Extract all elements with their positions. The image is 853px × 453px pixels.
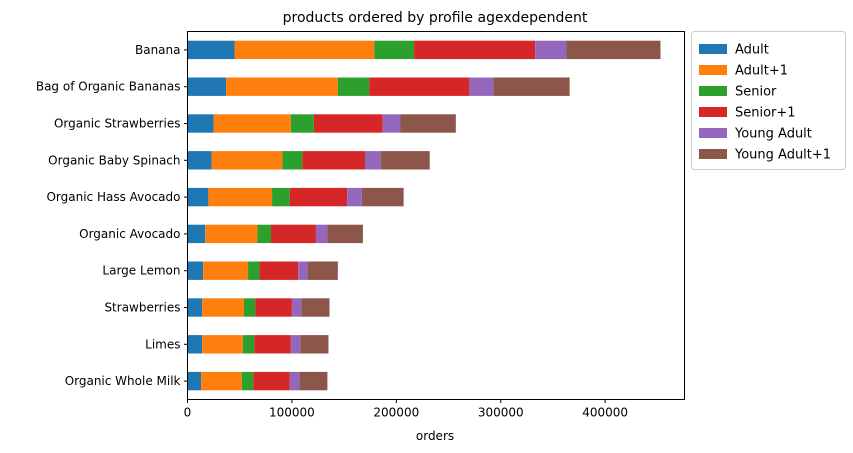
bar-segment-8-6 xyxy=(301,298,330,317)
bar-segment-3-1 xyxy=(187,114,214,133)
bar-segment-10-3 xyxy=(241,371,254,391)
x-tick-label: 0 xyxy=(184,406,192,420)
y-tick-label: Organic Avocado xyxy=(79,227,180,241)
legend-swatch xyxy=(699,86,727,96)
legend-label: Young Adult xyxy=(734,127,812,142)
bar-segment-6-6 xyxy=(327,224,363,244)
x-tick-label: 100000 xyxy=(269,406,315,420)
bar-segment-5-2 xyxy=(208,187,273,207)
bar-segment-3-3 xyxy=(290,114,314,133)
bar-segment-8-1 xyxy=(187,298,203,317)
bar-segment-1-6 xyxy=(566,40,661,60)
bar-segment-9-4 xyxy=(254,335,291,354)
x-tick-label: 200000 xyxy=(373,406,419,420)
bar-segment-8-5 xyxy=(291,298,302,317)
bar-segment-6-4 xyxy=(271,224,316,244)
legend: Adult Adult+1 Senior Senior+1 Young Adult You… xyxy=(691,31,846,170)
bar-segment-2-4 xyxy=(369,77,470,96)
bar-segment-8-3 xyxy=(243,298,256,317)
bar-segment-3-6 xyxy=(400,114,456,133)
legend-label: Adult+1 xyxy=(735,64,788,79)
bar-segment-4-3 xyxy=(282,151,303,170)
bar-segment-7-2 xyxy=(203,261,249,280)
legend-label: Young Adult+1 xyxy=(734,148,831,163)
bar-segment-9-5 xyxy=(290,335,301,354)
x-axis-label: orders xyxy=(416,429,454,443)
legend-label: Adult xyxy=(735,43,769,58)
bar-segment-10-1 xyxy=(187,371,202,391)
legend-swatch xyxy=(699,149,727,159)
legend-label: Senior+1 xyxy=(735,106,796,121)
bar-segment-5-6 xyxy=(361,187,404,207)
x-tick-label: 300000 xyxy=(478,406,524,420)
bar-segment-10-6 xyxy=(299,371,328,391)
bar-segment-2-3 xyxy=(337,77,370,96)
bar-segment-9-2 xyxy=(202,335,243,354)
bar-segment-10-2 xyxy=(201,371,242,391)
bar-segment-9-6 xyxy=(300,335,329,354)
legend-swatch xyxy=(699,128,727,138)
y-tick-label: Bag of Organic Bananas xyxy=(36,80,181,94)
bar-segment-7-5 xyxy=(298,261,308,280)
legend-box xyxy=(691,31,846,170)
bar-segment-8-2 xyxy=(202,298,244,317)
bar-segment-1-1 xyxy=(187,40,235,60)
y-tick-label: Strawberries xyxy=(104,301,180,315)
bar-segment-3-2 xyxy=(213,114,291,133)
bars-group xyxy=(187,40,661,391)
bar-segment-2-2 xyxy=(226,77,338,96)
bar-segment-9-3 xyxy=(242,335,255,354)
legend-label: Senior xyxy=(735,85,777,100)
bar-segment-3-5 xyxy=(382,114,401,133)
y-tick-label: Organic Baby Spinach xyxy=(48,153,180,167)
y-tick-label: Organic Strawberries xyxy=(54,117,181,131)
chart-title: products ordered by profile agexdependen… xyxy=(283,10,588,26)
bar-segment-5-4 xyxy=(289,187,348,207)
bar-segment-4-4 xyxy=(302,151,365,170)
y-tick-label: Organic Hass Avocado xyxy=(46,190,180,204)
y-tick-label: Banana xyxy=(135,43,181,57)
bar-segment-5-5 xyxy=(347,187,362,207)
bar-segment-3-4 xyxy=(313,114,383,133)
bar-segment-5-1 xyxy=(187,187,209,207)
bar-segment-7-3 xyxy=(248,261,260,280)
bar-segment-6-1 xyxy=(187,224,206,244)
bar-segment-1-5 xyxy=(535,40,567,60)
bar-segment-8-4 xyxy=(255,298,292,317)
bar-segment-6-2 xyxy=(205,224,258,244)
bar-segment-2-5 xyxy=(469,77,494,96)
bar-segment-4-5 xyxy=(365,151,381,170)
legend-swatch xyxy=(699,65,727,75)
legend-swatch xyxy=(699,107,727,117)
bar-segment-2-1 xyxy=(187,77,227,96)
bar-segment-1-2 xyxy=(234,40,375,60)
bar-segment-4-6 xyxy=(380,151,430,170)
bar-segment-4-2 xyxy=(211,151,283,170)
x-axis: 0 100000 200000 300000 400000 xyxy=(184,399,628,420)
bar-segment-4-1 xyxy=(187,151,212,170)
y-axis: Banana Bag of Organic Bananas Organic Stra… xyxy=(36,43,188,388)
y-tick-label: Organic Whole Milk xyxy=(65,374,181,388)
bar-segment-10-4 xyxy=(253,371,290,391)
legend-swatch xyxy=(699,44,727,54)
bar-segment-6-3 xyxy=(257,224,272,244)
bar-segment-10-5 xyxy=(289,371,300,391)
bar-segment-7-6 xyxy=(307,261,338,280)
bar-segment-9-1 xyxy=(187,335,203,354)
bar-segment-1-4 xyxy=(414,40,536,60)
bar-segment-2-6 xyxy=(493,77,570,96)
bar-segment-5-3 xyxy=(272,187,290,207)
bar-segment-6-5 xyxy=(315,224,328,244)
y-tick-label: Large Lemon xyxy=(102,264,180,278)
bar-segment-7-4 xyxy=(259,261,299,280)
y-tick-label: Limes xyxy=(145,337,180,351)
plot-area-frame xyxy=(187,31,685,400)
x-tick-label: 400000 xyxy=(582,406,628,420)
bar-segment-7-1 xyxy=(187,261,204,280)
bar-segment-1-3 xyxy=(374,40,415,60)
